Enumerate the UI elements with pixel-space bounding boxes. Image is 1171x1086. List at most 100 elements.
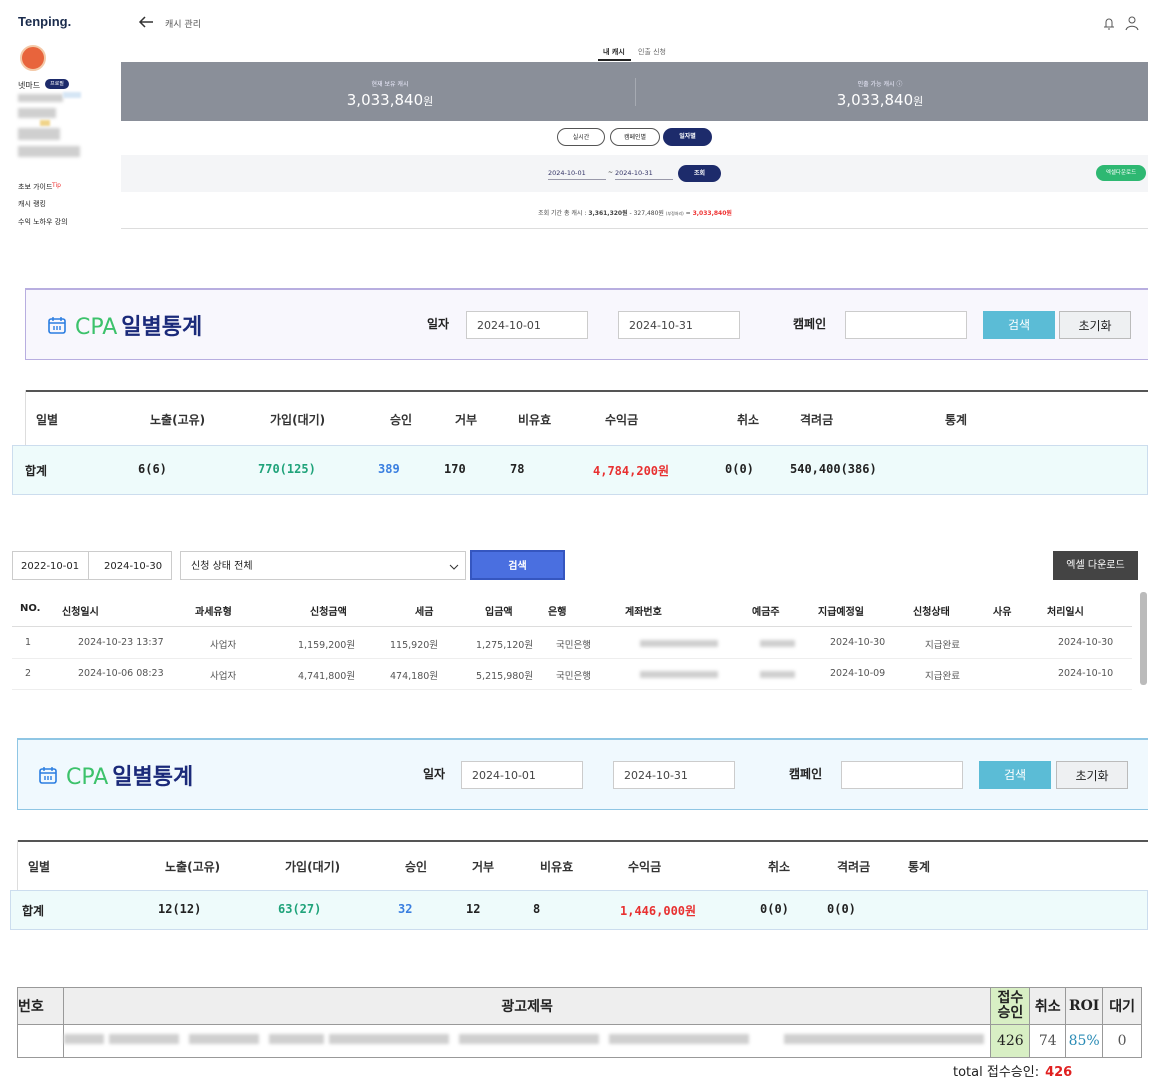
total-cell: 0(0) xyxy=(725,462,754,476)
date-input[interactable]: 2024-10-01 xyxy=(461,761,583,789)
campaign-input[interactable] xyxy=(841,761,963,789)
date-input[interactable]: 2024-10-31 xyxy=(613,761,735,789)
column-header: 신청상태 xyxy=(913,607,950,618)
campaign-input[interactable] xyxy=(845,311,967,339)
view-button[interactable]: 캠페인별 xyxy=(610,128,660,146)
search-button[interactable]: 검색 xyxy=(979,761,1051,789)
total-cell: 63(27) xyxy=(278,902,322,916)
reset-button[interactable]: 초기화 xyxy=(1059,311,1131,339)
total-cell: 합계 xyxy=(22,904,45,918)
table-cell: 1,275,120원 xyxy=(476,640,534,651)
panel-title-latin: CPA xyxy=(66,765,109,790)
column-header: 일별 xyxy=(28,860,51,874)
field-label: 일자 xyxy=(427,317,450,331)
total-cell: 1,446,000원 xyxy=(620,904,697,918)
logo: Tenping. xyxy=(18,14,72,29)
blurred-content xyxy=(268,1034,324,1044)
total-value: 426 xyxy=(1045,1065,1073,1080)
column-header: 예금주 xyxy=(752,607,780,618)
view-button[interactable]: 일자별 xyxy=(663,128,712,146)
column-header: 비유효 xyxy=(518,413,552,427)
total-row xyxy=(10,890,1148,930)
column-header: 과세유형 xyxy=(195,607,232,618)
tab[interactable]: 내 캐시 xyxy=(603,48,625,56)
total-cell: 8 xyxy=(533,902,541,916)
table-cell: 2024-10-23 13:37 xyxy=(78,637,164,648)
search-button[interactable]: 검색 xyxy=(470,550,565,580)
header-cell: ROI xyxy=(1065,987,1104,1025)
date-input[interactable]: 2024-10-01 xyxy=(466,311,588,339)
tip-badge: Tip xyxy=(52,182,61,189)
date-sep: ~ xyxy=(608,169,614,176)
column-header: 일별 xyxy=(36,413,59,427)
table-cell: 474,180원 xyxy=(390,671,439,682)
total-cell: 12 xyxy=(466,902,481,916)
ad-table: 번호 광고제목 접수승인 취소 ROI 대기 426 74 85% 0 xyxy=(17,987,1142,1058)
column-header: 격려금 xyxy=(800,413,834,427)
summary-result: 3,033,840원 xyxy=(692,210,732,217)
blurred-content xyxy=(108,1034,179,1044)
table-cell: 1,159,200원 xyxy=(298,640,356,651)
excel-button[interactable]: 엑셀다운로드 xyxy=(1096,165,1146,181)
sidebar-link[interactable]: 수익 노하우 강의 xyxy=(18,218,68,226)
total-row xyxy=(12,445,1148,495)
back-arrow[interactable] xyxy=(138,15,154,29)
table-cell: 사업자 xyxy=(210,640,237,651)
user-badge: 프로필 xyxy=(45,79,69,89)
calendar-icon xyxy=(48,317,66,334)
column-header: 지급예정일 xyxy=(818,607,864,618)
column-header: 통계 xyxy=(945,413,968,427)
banner-divider xyxy=(635,78,636,106)
summary-note: (부정처리) xyxy=(665,211,684,216)
column-header: 통계 xyxy=(908,860,931,874)
blurred-content xyxy=(18,128,60,140)
column-header: 수익금 xyxy=(605,413,639,427)
tab[interactable]: 인출 신청 xyxy=(638,48,666,56)
panel-title: CPA 일별통계 xyxy=(75,309,202,341)
sidebar-link[interactable]: 캐시 랭킹 xyxy=(18,200,46,208)
view-button[interactable]: 실시간 xyxy=(557,128,605,146)
status-select[interactable]: 신청 상태 전체 xyxy=(180,551,466,580)
reset-button[interactable]: 초기화 xyxy=(1056,761,1128,789)
calendar-icon xyxy=(39,767,57,784)
blurred-content xyxy=(608,1034,749,1044)
column-header: 수익금 xyxy=(628,860,662,874)
date-input[interactable]: 2024-10-31 xyxy=(618,311,740,339)
date-input[interactable]: 2024-10-31 xyxy=(615,166,673,180)
table-cell xyxy=(17,1024,64,1058)
column-header: 신청일시 xyxy=(62,607,99,618)
date-input[interactable]: 2024-10-01 xyxy=(548,166,606,180)
sidebar-link[interactable]: 초보 가이드 xyxy=(18,183,53,191)
column-header: 승인 xyxy=(390,413,413,427)
panel-title: CPA 일별통계 xyxy=(66,759,193,791)
table-cell: 1 xyxy=(25,637,32,648)
balance-label: 인출 가능 캐시 ⓘ xyxy=(857,81,903,88)
balance-unit: 원 xyxy=(913,95,924,108)
table-cell: 115,920원 xyxy=(390,640,439,651)
search-button[interactable]: 검색 xyxy=(983,311,1055,339)
query-button[interactable]: 조회 xyxy=(678,165,721,182)
date-input[interactable]: 2022-10-01 xyxy=(12,551,89,580)
table-cell: 사업자 xyxy=(210,671,237,682)
total-cell: 32 xyxy=(398,902,413,916)
table-side-rule xyxy=(17,840,18,890)
table-cell: 2024-10-06 08:23 xyxy=(78,668,164,679)
column-header: 은행 xyxy=(548,607,567,618)
excel-button[interactable]: 엑셀 다운로드 xyxy=(1053,551,1138,580)
panel-title-main: 일별통계 xyxy=(121,315,203,340)
header-cell: 취소 xyxy=(1029,987,1067,1025)
summary-equals: = xyxy=(685,210,691,217)
table-cell: 85% xyxy=(1065,1024,1104,1058)
blurred-content xyxy=(760,640,795,647)
blurred-content xyxy=(18,108,56,118)
blurred-content xyxy=(458,1034,599,1044)
column-header: 계좌번호 xyxy=(625,607,662,618)
chevron xyxy=(449,564,459,570)
date-input[interactable]: 2024-10-30 xyxy=(88,551,172,580)
header-icons[interactable] xyxy=(1101,15,1141,31)
divider xyxy=(121,228,1148,229)
total-label: total 접수승인: xyxy=(953,1065,1040,1080)
blurred-content xyxy=(188,1034,259,1044)
column-header: 사유 xyxy=(993,607,1012,618)
